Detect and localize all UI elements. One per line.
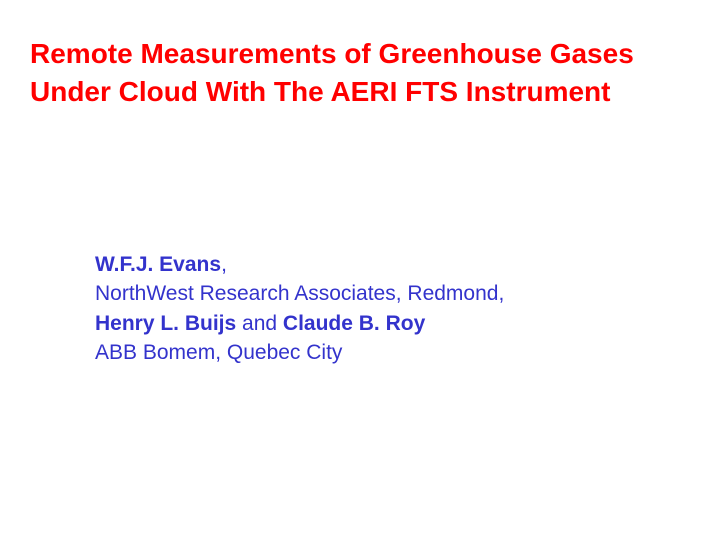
slide-title: Remote Measurements of Greenhouse Gases …: [30, 35, 690, 111]
affiliation-2: ABB Bomem, Quebec City: [95, 341, 342, 364]
presentation-slide: Remote Measurements of Greenhouse Gases …: [0, 0, 720, 540]
author-3: Claude B. Roy: [283, 312, 425, 335]
authors-block: W.F.J. Evans, NorthWest Research Associa…: [95, 250, 504, 368]
title-line-2: Under Cloud With The AERI FTS Instrument: [30, 76, 610, 107]
title-line-1: Remote Measurements of Greenhouse Gases: [30, 38, 634, 69]
author-2: Henry L. Buijs: [95, 312, 236, 335]
author-1: W.F.J. Evans: [95, 253, 221, 276]
and-text: and: [236, 312, 283, 335]
affiliation-1: NorthWest Research Associates, Redmond,: [95, 282, 504, 305]
comma: ,: [221, 253, 227, 276]
